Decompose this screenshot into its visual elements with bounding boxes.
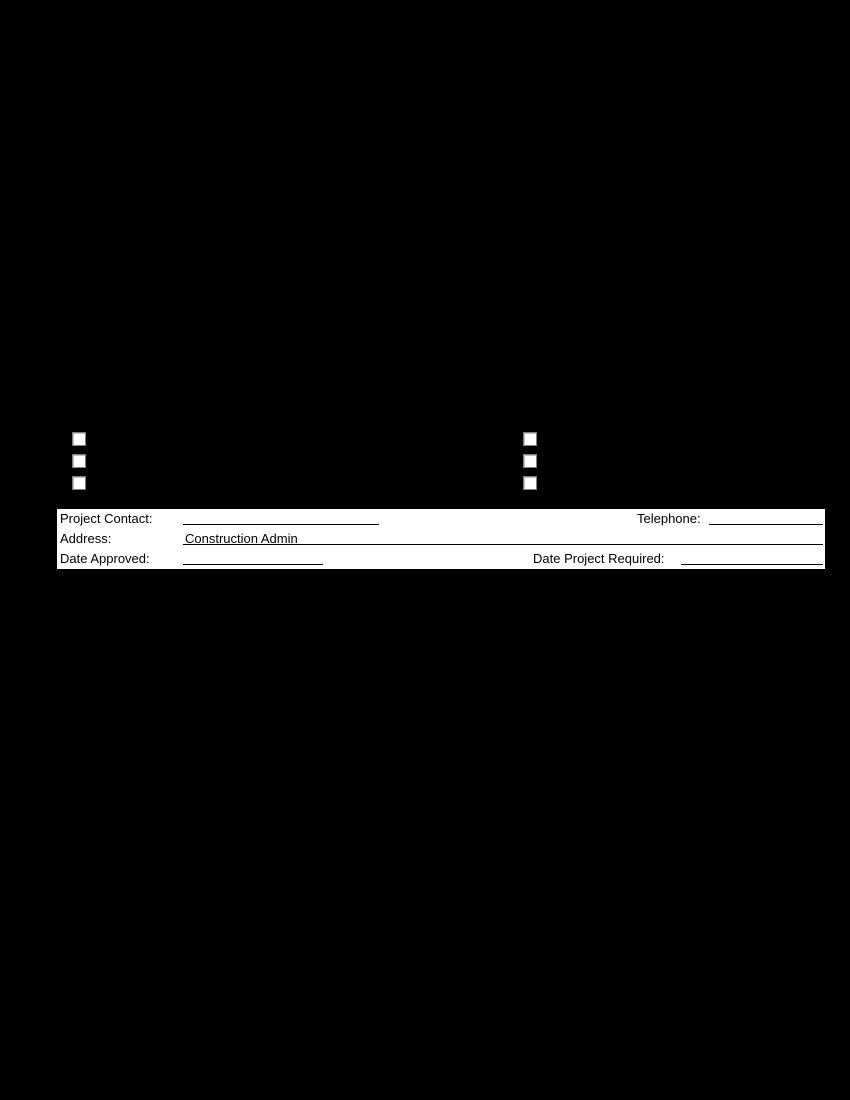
page: Project Contact: Telephone: Address: Con… bbox=[0, 0, 850, 1100]
telephone-label: Telephone: bbox=[637, 511, 701, 526]
date-required-underline[interactable] bbox=[681, 564, 823, 565]
date-approved-underline[interactable] bbox=[183, 564, 323, 565]
date-required-label: Date Project Required: bbox=[533, 551, 665, 566]
address-label: Address: bbox=[60, 531, 111, 546]
row-address: Address: Construction Admin bbox=[57, 529, 825, 549]
checkbox-right-2[interactable] bbox=[523, 454, 537, 468]
checkbox-left-3[interactable] bbox=[72, 476, 86, 490]
row-project-contact: Project Contact: Telephone: bbox=[57, 509, 825, 529]
date-approved-label: Date Approved: bbox=[60, 551, 150, 566]
checkbox-left-2[interactable] bbox=[72, 454, 86, 468]
address-underline[interactable] bbox=[183, 544, 823, 545]
checkbox-left-1[interactable] bbox=[72, 432, 86, 446]
project-contact-underline[interactable] bbox=[183, 524, 379, 525]
checkbox-right-1[interactable] bbox=[523, 432, 537, 446]
row-dates: Date Approved: Date Project Required: bbox=[57, 549, 825, 569]
checkbox-right-3[interactable] bbox=[523, 476, 537, 490]
project-contact-label: Project Contact: bbox=[60, 511, 153, 526]
telephone-underline[interactable] bbox=[709, 524, 823, 525]
